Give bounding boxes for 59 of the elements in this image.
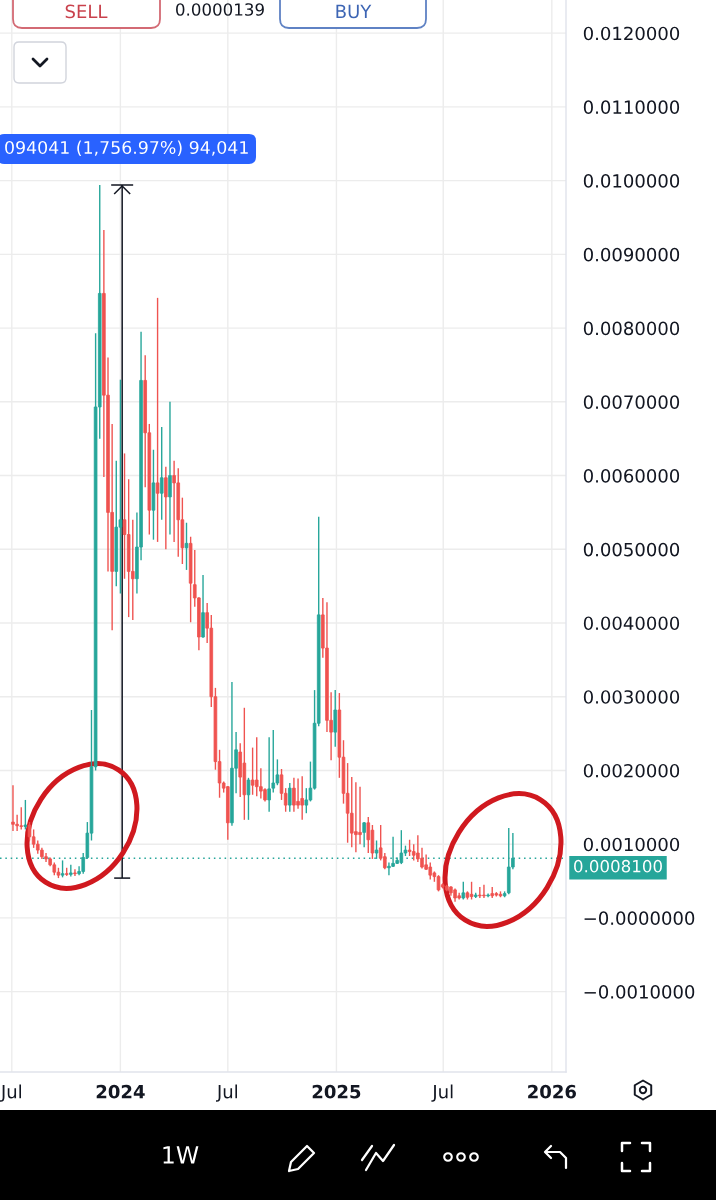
y-tick-label: 0.0020000	[583, 763, 680, 778]
candlestick	[358, 785, 362, 845]
candlestick	[333, 689, 338, 748]
candlestick	[246, 777, 251, 821]
candlestick	[73, 868, 77, 877]
y-tick-label: 0.0110000	[583, 100, 680, 115]
candlestick	[399, 829, 404, 865]
y-tick-label: 0.0040000	[583, 616, 680, 631]
x-tick-label: 2024	[96, 1084, 145, 1099]
annotation: 094041 (1,756.97%) 94,041	[5, 140, 248, 157]
y-tick-label: 0.0120000	[583, 26, 680, 41]
y-tick-label: 0.0080000	[583, 321, 680, 336]
candlestick	[482, 884, 486, 899]
y-tick-label: 0.0090000	[583, 247, 680, 262]
candlestick	[387, 861, 391, 876]
candlestick	[11, 784, 15, 832]
x-tick-label: 2025	[312, 1084, 361, 1099]
x-tick-label: Jul	[0, 1084, 21, 1102]
candlestick	[478, 886, 482, 899]
candlestick	[250, 746, 255, 796]
y-tick-label: 0.0010000	[583, 837, 680, 852]
candlestick	[349, 776, 354, 848]
candlestick	[118, 379, 123, 595]
y-tick-label: −0.0010000	[584, 985, 695, 999]
candlestick	[184, 522, 189, 571]
text: 1W	[163, 1146, 199, 1164]
candlestick	[168, 401, 172, 536]
annotation: 0.0000139	[176, 3, 264, 16]
candlestick	[172, 460, 176, 543]
candlestick	[300, 775, 304, 821]
candlestick	[254, 736, 259, 797]
candlestick	[362, 821, 366, 848]
candlestick	[292, 777, 296, 813]
candlestick	[155, 297, 160, 543]
y-tick-label: 0.0100000	[583, 174, 680, 188]
y-tick-label: 0.0060000	[583, 469, 680, 483]
candlestick	[259, 767, 263, 800]
candlestick	[23, 799, 28, 831]
candlestick	[69, 864, 73, 878]
candlestick	[19, 806, 24, 831]
y-tick-label: 0.0050000	[583, 542, 680, 557]
ref-line-label: 0.0008100	[574, 859, 662, 873]
candlestick	[267, 736, 271, 813]
candlestick	[354, 781, 358, 853]
candlestick	[366, 816, 371, 854]
annotation: SELL	[65, 4, 108, 19]
candlestick	[304, 787, 309, 814]
candlestick	[288, 782, 292, 813]
y-tick-label: 0.0070000	[583, 395, 680, 409]
candlestick	[159, 426, 164, 521]
candlestick	[296, 777, 300, 810]
x-tick-label: 2026	[528, 1084, 576, 1099]
y-tick-label: −0.0000000	[584, 911, 695, 926]
candlestick	[131, 519, 135, 621]
annotation: BUY	[336, 4, 372, 19]
x-tick-label: Jul	[431, 1084, 453, 1102]
x-tick-label: Jul	[215, 1084, 238, 1102]
candlestick	[164, 466, 168, 550]
y-tick-label: 0.0030000	[583, 690, 680, 704]
